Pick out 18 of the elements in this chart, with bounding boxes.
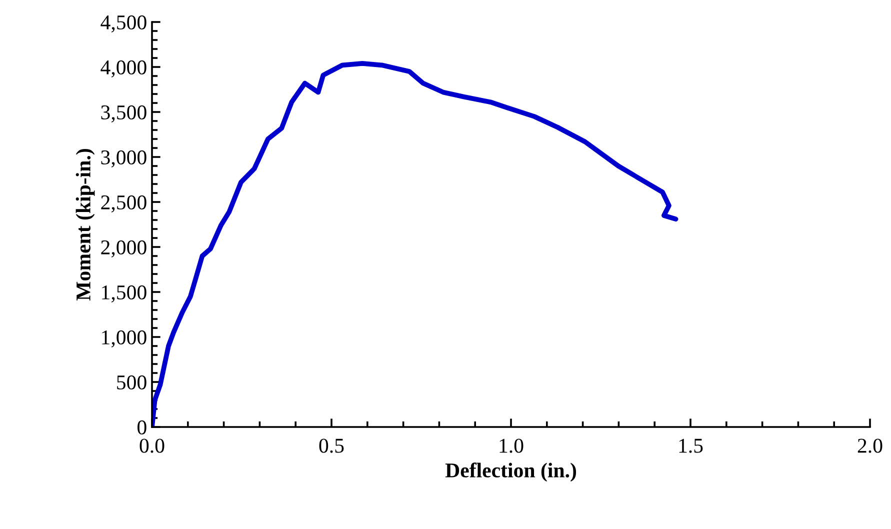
line-series xyxy=(152,60,678,427)
y-tick-label: 4,500 xyxy=(100,15,146,32)
x-tick-label: 1.0 xyxy=(500,438,524,453)
y-axis-title: Moment (kip-in.) xyxy=(76,149,95,301)
y-tick-label: 3,500 xyxy=(101,105,146,122)
y-tick-label: 1,000 xyxy=(102,330,146,348)
x-tick-label: 2.0 xyxy=(858,438,882,453)
y-tick-label: 3,000 xyxy=(101,150,146,168)
y-tick-label: 4,000 xyxy=(100,60,146,78)
x-tick-label: 0.5 xyxy=(319,438,344,453)
y-tick-label: 1,500 xyxy=(102,285,146,302)
x-axis-title: Deflection (in.) xyxy=(445,462,576,482)
x-tick-label: 1.5 xyxy=(679,438,703,453)
y-tick-label: 0 xyxy=(138,420,146,434)
y-tick-label: 2,500 xyxy=(101,195,146,212)
x-tick-label: 0.0 xyxy=(140,438,164,453)
y-tick-label: 2,000 xyxy=(101,240,146,258)
y-tick-label: 500 xyxy=(117,375,146,390)
